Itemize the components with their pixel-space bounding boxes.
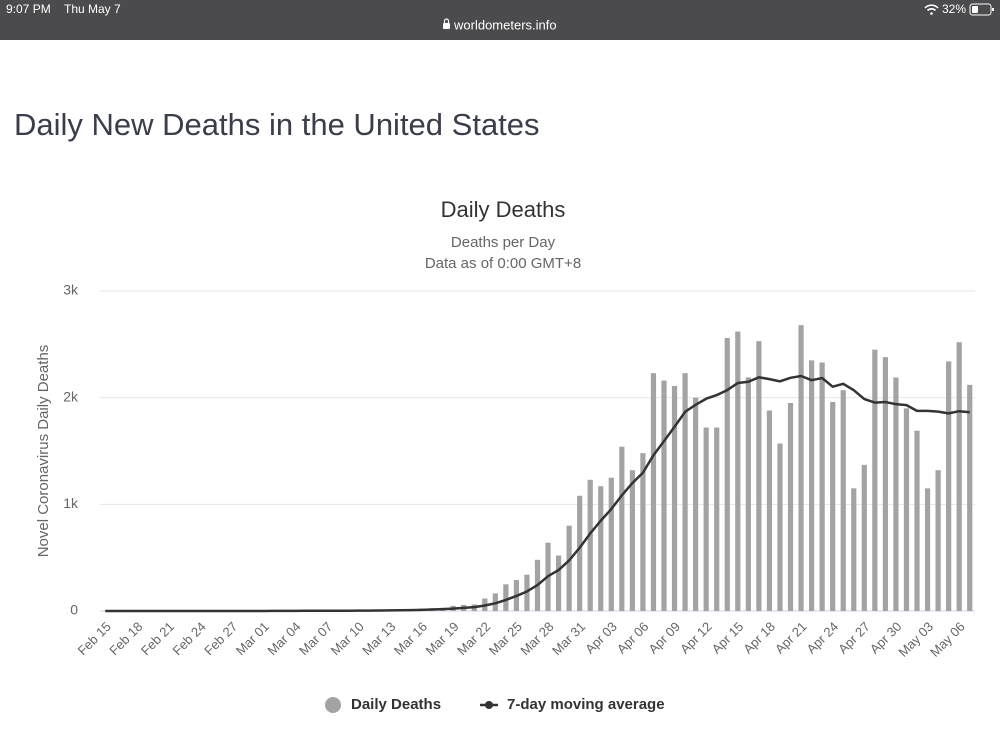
bar <box>609 478 614 611</box>
bar <box>735 332 740 611</box>
x-tick-label: Apr 09 <box>645 619 683 657</box>
y-tick-label: 3k <box>63 282 79 298</box>
legend: Daily Deaths 7-day moving average <box>325 696 665 713</box>
bar <box>640 453 645 611</box>
bar <box>798 325 803 611</box>
x-tick-label: Apr 03 <box>582 619 620 657</box>
x-tick-label: Mar 19 <box>422 619 461 658</box>
bar <box>598 486 603 611</box>
bar <box>851 488 856 611</box>
bar <box>630 470 635 611</box>
page-title: Daily New Deaths in the United States <box>14 107 540 142</box>
x-tick-label: Mar 07 <box>296 619 335 658</box>
y-tick-label: 2k <box>63 388 79 404</box>
chart-subtitle: Data as of 0:00 GMT+8 <box>425 255 581 272</box>
battery-percent: 32% <box>942 2 966 16</box>
legend-label[interactable]: Daily Deaths <box>351 696 441 713</box>
bar <box>946 361 951 611</box>
bar <box>936 470 941 611</box>
y-tick-label: 1k <box>63 495 79 511</box>
bar <box>693 398 698 611</box>
bar <box>682 373 687 611</box>
x-tick-label: May 03 <box>895 619 936 660</box>
bar <box>883 357 888 611</box>
bar <box>841 390 846 611</box>
x-tick-label: Feb 15 <box>75 619 114 658</box>
chart-subtitle: Deaths per Day <box>451 234 556 251</box>
bar <box>704 428 709 611</box>
bar <box>714 428 719 611</box>
x-tick-label: Mar 28 <box>517 619 556 658</box>
bar <box>862 465 867 611</box>
bar <box>588 480 593 611</box>
bar <box>809 360 814 611</box>
bar <box>777 444 782 611</box>
bar <box>767 410 772 611</box>
bar <box>914 431 919 611</box>
bar <box>893 377 898 611</box>
bar <box>904 408 909 611</box>
x-tick-label: Mar 01 <box>233 619 272 658</box>
chart-title: Daily Deaths <box>441 197 566 222</box>
bar <box>619 447 624 611</box>
x-tick-label: Feb 18 <box>106 619 145 658</box>
bar <box>725 338 730 611</box>
bar <box>651 373 656 611</box>
bar <box>556 556 561 611</box>
x-tick-label: Apr 27 <box>835 619 873 657</box>
x-tick-label: Mar 22 <box>454 619 493 658</box>
bar <box>756 341 761 611</box>
bar <box>967 385 972 611</box>
x-tick-label: Apr 21 <box>772 619 810 657</box>
bar <box>672 386 677 611</box>
legend-marker[interactable] <box>325 697 341 713</box>
status-time: 9:07 PM <box>6 2 51 16</box>
bar <box>503 584 508 611</box>
x-tick-label: Apr 06 <box>614 619 652 657</box>
legend-marker[interactable] <box>485 701 493 709</box>
x-tick-label: Apr 12 <box>677 619 715 657</box>
bar <box>872 350 877 611</box>
y-axis-title: Novel Coronavirus Daily Deaths <box>35 345 52 558</box>
bar <box>788 403 793 611</box>
bar <box>661 381 666 611</box>
bar <box>830 402 835 611</box>
url[interactable]: worldometers.info <box>453 17 557 32</box>
x-tick-label: Feb 21 <box>138 619 177 658</box>
bar <box>567 526 572 611</box>
x-tick-label: Mar 16 <box>391 619 430 658</box>
x-tick-label: Feb 24 <box>169 619 208 658</box>
x-tick-label: Mar 13 <box>359 619 398 658</box>
bar <box>746 377 751 611</box>
status-date: Thu May 7 <box>64 2 121 16</box>
x-tick-label: Mar 31 <box>549 619 588 658</box>
x-tick-label: Apr 18 <box>740 619 778 657</box>
x-tick-label: Mar 04 <box>264 619 303 658</box>
x-tick-label: Apr 15 <box>709 619 747 657</box>
bar <box>957 342 962 611</box>
legend-label[interactable]: 7-day moving average <box>507 696 665 713</box>
bar <box>820 362 825 611</box>
x-tick-label: Feb 27 <box>201 619 240 658</box>
x-tick-label: Mar 25 <box>486 619 525 658</box>
x-tick-label: May 06 <box>927 619 968 660</box>
x-tick-label: Mar 10 <box>328 619 367 658</box>
y-tick-label: 0 <box>70 602 78 618</box>
bar <box>577 496 582 611</box>
bar <box>925 488 930 611</box>
x-tick-label: Apr 24 <box>804 619 842 657</box>
